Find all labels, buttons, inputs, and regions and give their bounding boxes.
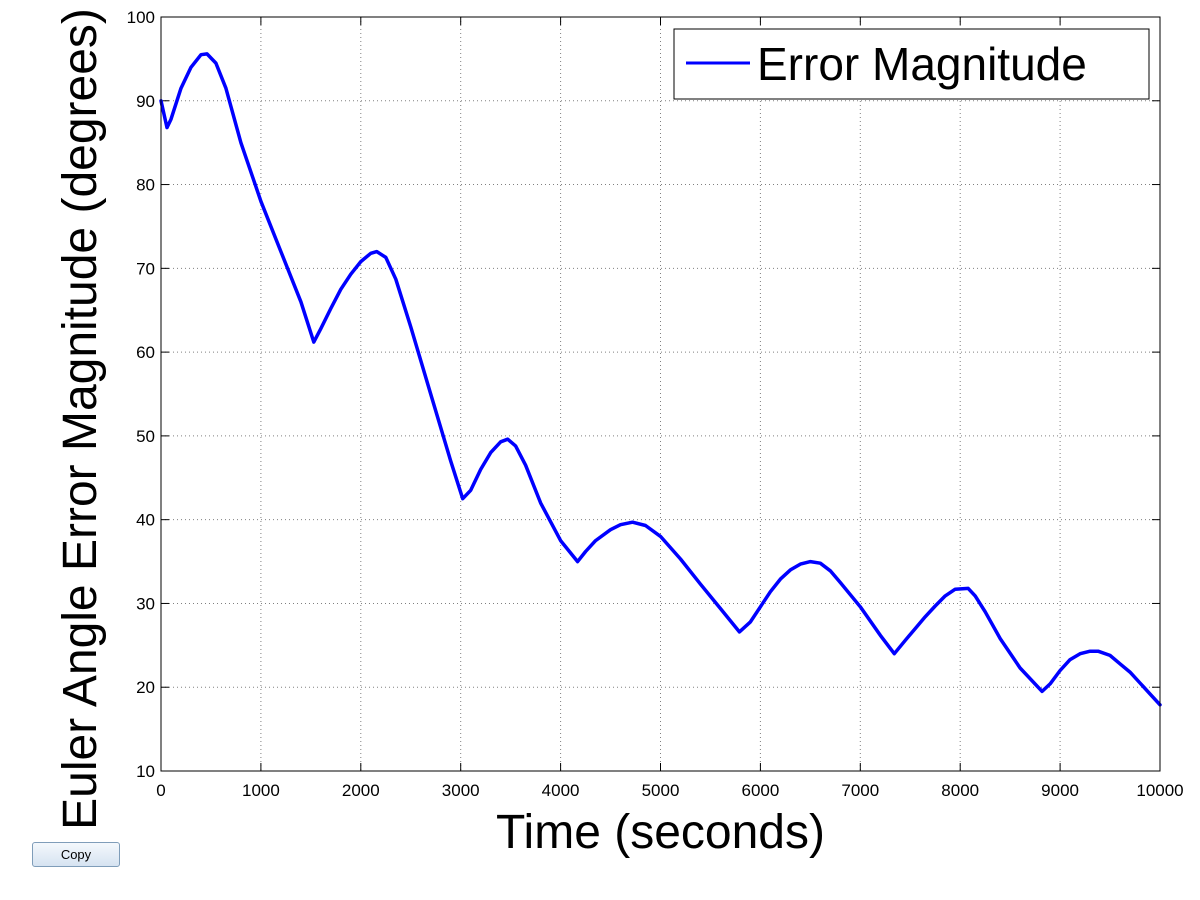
series-layer xyxy=(159,52,1162,707)
x-tick-label: 0 xyxy=(156,781,165,800)
x-tick-label: 6000 xyxy=(741,781,779,800)
y-tick-label: 80 xyxy=(136,176,155,195)
x-tick-label: 9000 xyxy=(1041,781,1079,800)
x-tick-label: 10000 xyxy=(1136,781,1183,800)
y-tick-label: 10 xyxy=(136,762,155,781)
legend-box xyxy=(673,28,1150,100)
grid-lines xyxy=(161,17,1160,771)
x-tick-label: 2000 xyxy=(342,781,380,800)
y-tick-label: 50 xyxy=(136,427,155,446)
y-tick-label: 90 xyxy=(136,92,155,111)
x-tick-label: 7000 xyxy=(841,781,879,800)
y-tick-label: 40 xyxy=(136,511,155,530)
y-tick-label: 20 xyxy=(136,678,155,697)
x-axis-title: Time (seconds) xyxy=(496,806,825,859)
y-tick-label: 30 xyxy=(136,594,155,613)
y-tick-label: 60 xyxy=(136,343,155,362)
y-tick-label: 70 xyxy=(136,259,155,278)
x-tick-label: 8000 xyxy=(941,781,979,800)
x-tick-label: 3000 xyxy=(442,781,480,800)
x-tick-labels: 0 1000 2000 3000 4000 5000 6000 7000 8000 9000 100… xyxy=(156,781,1183,800)
legend: Error Magnitude xyxy=(673,28,1150,100)
y-tick-label: 100 xyxy=(127,8,155,27)
copy-button[interactable]: Copy xyxy=(32,842,120,867)
series-line-0 xyxy=(159,52,1162,707)
legend-label: Error Magnitude xyxy=(757,38,1087,90)
y-axis-title: Euler Angle Error Magnitude (degrees) xyxy=(54,8,107,830)
plot-frame xyxy=(160,16,1161,772)
x-tick-label: 5000 xyxy=(642,781,680,800)
y-tick-labels: 10 20 30 40 50 60 70 80 90 100 xyxy=(127,8,155,781)
x-tick-label: 1000 xyxy=(242,781,280,800)
x-tick-label: 4000 xyxy=(542,781,580,800)
